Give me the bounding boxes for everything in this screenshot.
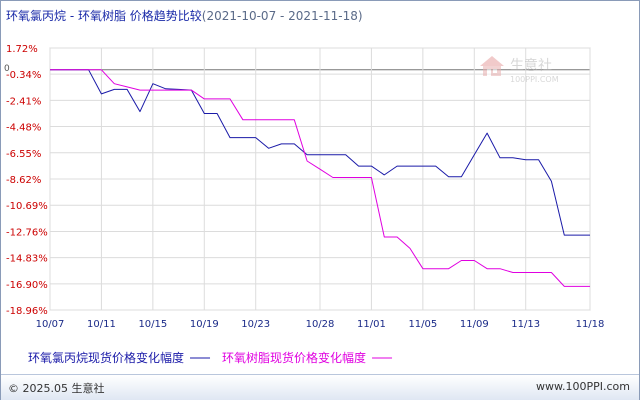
x-tick-label: 10/19 [190, 319, 219, 330]
watermark-brand: 生意社 [510, 57, 552, 74]
y-tick-label: -0.34% [6, 70, 41, 81]
zero-label: 0 [4, 64, 10, 74]
footer-site-link[interactable]: www.100PPI.com [536, 380, 630, 393]
x-tick-label: 11/01 [357, 319, 386, 330]
series-line-1 [50, 69, 590, 236]
y-tick-label: -2.41% [6, 96, 41, 107]
y-tick-label: -4.48% [6, 123, 41, 134]
x-tick-label: 11/13 [511, 319, 540, 330]
y-tick-label: -6.55% [6, 149, 41, 160]
x-tick-label: 10/07 [36, 319, 65, 330]
y-tick-label: -18.96% [6, 306, 48, 317]
x-tick-label: 11/09 [460, 319, 489, 330]
series-line-2 [50, 69, 590, 287]
axis-layer: 1.72% -0.34% -2.41% -4.48% -6.55% -8.62% -10.6… [4, 44, 604, 330]
chart-title: 环氧氯丙烷 - 环氧树脂 价格趋势比较(2021-10-07 - 2021-11… [6, 7, 363, 24]
y-tick-label: -10.69% [6, 201, 48, 212]
x-tick-label: 10/15 [138, 319, 167, 330]
y-tick-label: -12.76% [6, 227, 48, 238]
x-tick-label: 10/28 [306, 319, 335, 330]
x-tick-label: 11/18 [576, 319, 605, 330]
y-tick-label: -14.83% [6, 254, 48, 265]
y-tick-label: -8.62% [6, 175, 41, 186]
footer-bar [1, 374, 639, 400]
x-tick-label: 11/05 [408, 319, 437, 330]
x-tick-label: 10/11 [87, 319, 116, 330]
footer-copyright: © 2025.05 生意社 [8, 382, 105, 395]
watermark-logo-icon [480, 56, 504, 76]
chart-title-main: 环氧氯丙烷 - 环氧树脂 价格趋势比较 [6, 9, 202, 23]
y-tick-label: 1.72% [6, 44, 38, 55]
chart-title-period: (2021-10-07 - 2021-11-18) [201, 9, 363, 23]
y-tick-label: -16.90% [6, 280, 48, 291]
x-tick-label: 10/23 [241, 319, 270, 330]
legend: 环氧氯丙烷现货价格变化幅度 环氧树脂现货价格变化幅度 [28, 350, 393, 365]
legend-label-2: 环氧树脂现货价格变化幅度 [222, 350, 366, 365]
watermark-url: 100PPI.COM [510, 75, 559, 84]
watermark: 生意社 100PPI.COM [480, 56, 559, 84]
legend-label-1: 环氧氯丙烷现货价格变化幅度 [28, 350, 184, 365]
series-layer [50, 69, 590, 287]
grid-layer [49, 47, 591, 311]
